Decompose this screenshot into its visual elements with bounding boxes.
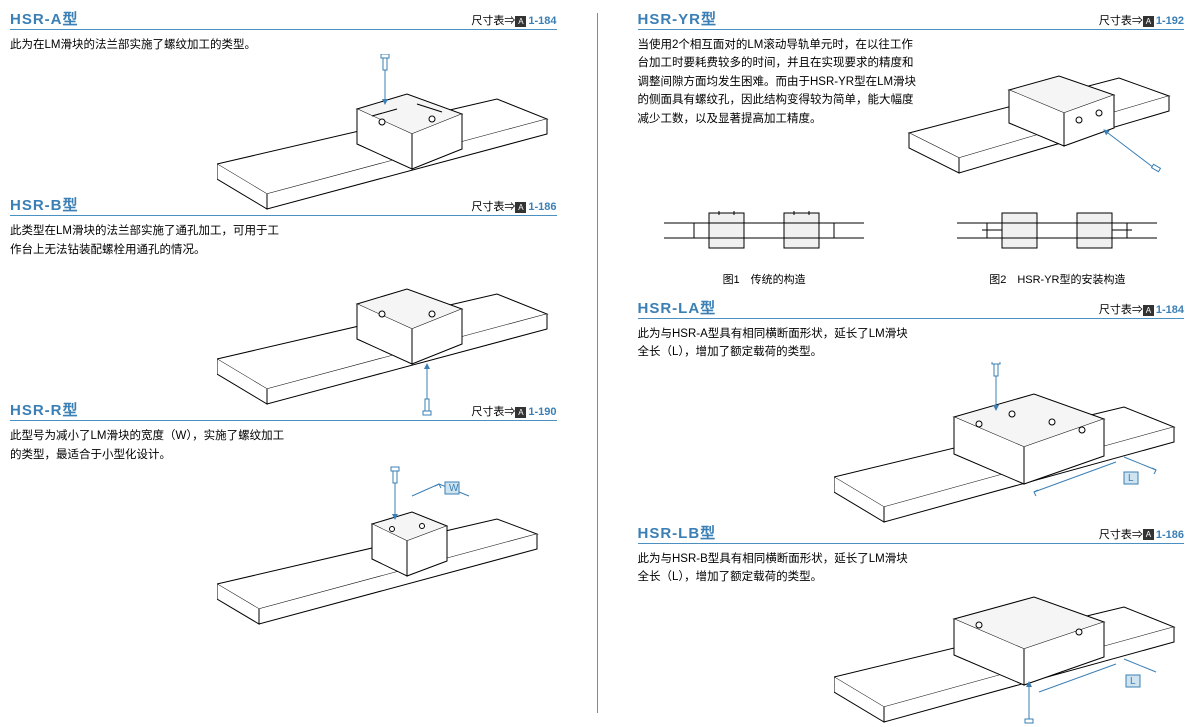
section-hsr-a: HSR-A型 尺寸表⇒A1-184 此为在LM滑块的法兰部实施了螺纹加工的类型。 [10, 8, 557, 184]
section-title: HSR-LB型 [638, 522, 717, 543]
column-divider [597, 13, 598, 713]
figure-1: 图1 传统的构造 [638, 203, 891, 287]
section-title: HSR-B型 [10, 194, 79, 215]
illustration: L [638, 567, 1185, 697]
ref-icon: A [1143, 529, 1154, 540]
ref-icon: A [1143, 305, 1154, 316]
page-ref: 尺寸表⇒A1-186 [471, 198, 556, 214]
illustration: W [10, 444, 557, 614]
dim-label: L [1130, 676, 1136, 687]
illustration [638, 18, 1185, 188]
figure-caption: 图1 传统的构造 [638, 271, 891, 287]
section-hsr-lb: HSR-LB型 尺寸表⇒A1-186 此为与HSR-B型具有相同横断面形状，延长… [638, 522, 1185, 697]
illustration [10, 239, 557, 389]
section-hsr-r: HSR-R型 尺寸表⇒A1-190 此型号为减小了LM滑块的宽度（W），实施了螺… [10, 399, 557, 614]
figure-pair: 图1 传统的构造 图2 HSR-YR型的安装构造 [638, 203, 1185, 287]
page-ref: 尺寸表⇒A1-186 [1099, 526, 1184, 542]
illustration [10, 34, 557, 184]
section-title: HSR-A型 [10, 8, 79, 29]
section-hsr-b: HSR-B型 尺寸表⇒A1-186 此类型在LM滑块的法兰部实施了通孔加工，可用… [10, 194, 557, 389]
right-column: HSR-YR型 尺寸表⇒A1-192 当使用2个相互面对的LM滚动导轨单元时，在… [638, 8, 1185, 713]
ref-icon: A [515, 202, 526, 213]
section-hsr-la: HSR-LA型 尺寸表⇒A1-184 此为与HSR-A型具有相同横断面形状，延长… [638, 297, 1185, 512]
dim-label: L [1128, 473, 1134, 484]
page-ref: 尺寸表⇒A1-184 [1099, 301, 1184, 317]
page-ref: 尺寸表⇒A1-184 [471, 12, 556, 28]
illustration: L [638, 342, 1185, 512]
page-ref: 尺寸表⇒A1-190 [471, 403, 556, 419]
section-title: HSR-R型 [10, 399, 79, 420]
figure-2: 图2 HSR-YR型的安装构造 [931, 203, 1184, 287]
ref-icon: A [515, 407, 526, 418]
section-title: HSR-LA型 [638, 297, 717, 318]
figure-caption: 图2 HSR-YR型的安装构造 [931, 271, 1184, 287]
ref-icon: A [515, 16, 526, 27]
left-column: HSR-A型 尺寸表⇒A1-184 此为在LM滑块的法兰部实施了螺纹加工的类型。… [10, 8, 557, 713]
section-hsr-yr: HSR-YR型 尺寸表⇒A1-192 当使用2个相互面对的LM滚动导轨单元时，在… [638, 8, 1185, 287]
dim-label: W [449, 483, 459, 494]
